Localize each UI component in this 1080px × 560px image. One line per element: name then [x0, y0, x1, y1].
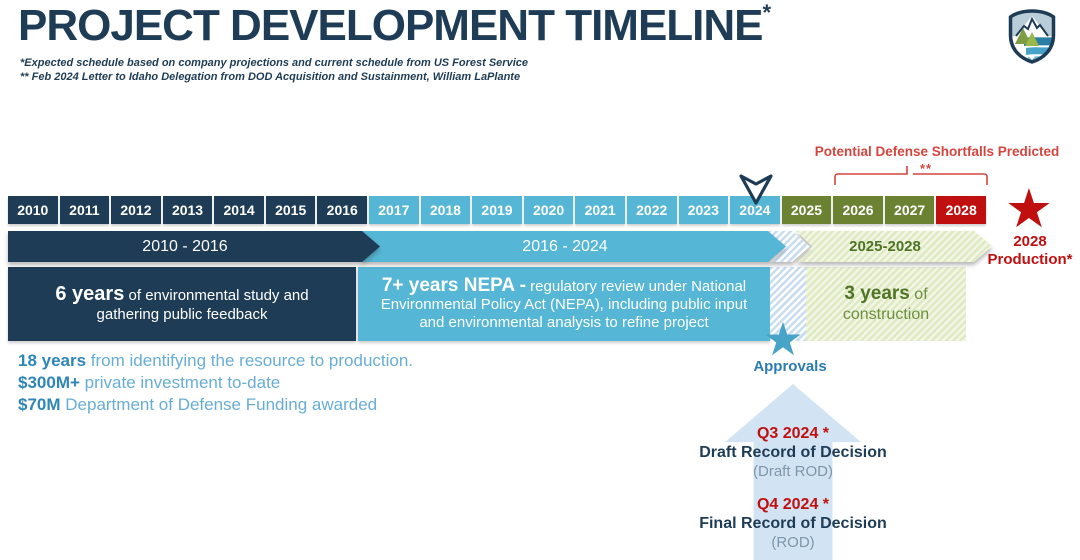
- rod-q4-date: Q4 2024 *: [756, 496, 830, 513]
- year-cell: 2020: [523, 196, 574, 224]
- year-cell: 2016: [317, 196, 368, 224]
- footnotes: *Expected schedule based on company proj…: [20, 56, 528, 84]
- year-cell: 2028: [936, 196, 986, 224]
- study-block: 6 years of environmental study and gathe…: [8, 267, 356, 341]
- bar-2016-2024-label: 2016 - 2024: [522, 237, 608, 255]
- year-cell: 2021: [575, 196, 625, 224]
- approvals-hatch-strip: [770, 267, 806, 341]
- production-year: 2028: [1013, 233, 1047, 250]
- rod-draft-sub: (Draft ROD): [753, 463, 833, 480]
- year-cell: 2014: [214, 196, 264, 224]
- year-row: 2010 2011 2012 2013 2014 2015 2016 2017 2018 2019…: [8, 196, 986, 224]
- rod-q3-date: Q3 2024 *: [756, 425, 830, 442]
- year-cell: 2011: [59, 196, 110, 224]
- year-2024-marker-icon: [739, 174, 773, 205]
- nepa-text: regulatory review under National Environ…: [380, 277, 748, 331]
- year-cell: 2012: [111, 196, 161, 224]
- production-star-icon: ★: [1004, 179, 1054, 239]
- construction-lead: 3 years: [844, 282, 910, 304]
- year-cell: 2022: [626, 196, 677, 224]
- footnote-2: ** Feb 2024 Letter to Idaho Delegation f…: [20, 71, 521, 83]
- shortfall-label: Potential Defense Shortfalls Predicted: [814, 144, 1060, 159]
- approvals-label: Approvals: [753, 358, 827, 375]
- production-word: Production*: [987, 251, 1073, 268]
- rod-final-title: Final Record of Decision: [699, 515, 887, 532]
- bar-2025-2028-label: 2025-2028: [849, 238, 921, 255]
- nepa-lead: 7+ years NEPA -: [381, 274, 527, 296]
- bar-2025-2028: 2025-2028: [796, 231, 992, 262]
- stat-line: 18 years from identifying the resource t…: [18, 351, 414, 370]
- year-cell: 2017: [369, 196, 419, 224]
- bar-2016-2024: 2016 - 2024: [362, 231, 786, 262]
- construction-text: of construction: [842, 285, 930, 323]
- study-text: of environmental study and gathering pub…: [96, 286, 309, 323]
- stat-line: $70M Department of Defense Funding award…: [18, 395, 378, 414]
- page-title: PROJECT DEVELOPMENT TIMELINE*: [18, 0, 772, 51]
- shortfall-asterisks: **: [920, 161, 933, 176]
- year-cell: 2018: [420, 196, 471, 224]
- year-cell: 2026: [833, 196, 883, 224]
- stats-list: 18 years from identifying the resource t…: [18, 350, 413, 416]
- study-lead: 6 years: [55, 282, 125, 305]
- year-cell: 2027: [884, 196, 935, 224]
- year-cell: 2015: [265, 196, 316, 224]
- approvals-star-icon: ★: [762, 313, 804, 365]
- rod-final-sub: (ROD): [771, 534, 815, 551]
- rod-draft-title: Draft Record of Decision: [699, 444, 887, 461]
- shortfall-bracket-icon: [834, 166, 988, 185]
- mountain-shield-logo-icon: [1008, 9, 1056, 64]
- year-cell: 2025: [781, 196, 832, 224]
- bar-2010-2016: 2010 - 2016: [8, 231, 380, 262]
- stat-line: $300M+ private investment to-date: [18, 373, 281, 392]
- title-asterisk: *: [762, 0, 772, 25]
- year-cell: 2013: [162, 196, 213, 224]
- nepa-block: 7+ years NEPA - regulatory review under …: [358, 267, 770, 341]
- rod-milestones: Q3 2024 * Draft Record of Decision (Draf…: [643, 424, 943, 552]
- footnote-1: *Expected schedule based on company proj…: [20, 57, 528, 69]
- year-cell: 2010: [8, 196, 58, 224]
- production-label: 2028 Production*: [985, 233, 1075, 269]
- bar-2010-2016-label: 2010 - 2016: [142, 237, 228, 255]
- page-title-text: PROJECT DEVELOPMENT TIMELINE: [18, 1, 764, 50]
- construction-block: 3 years of construction: [806, 267, 966, 341]
- year-cell: 2019: [472, 196, 522, 224]
- year-cell: 2023: [678, 196, 729, 224]
